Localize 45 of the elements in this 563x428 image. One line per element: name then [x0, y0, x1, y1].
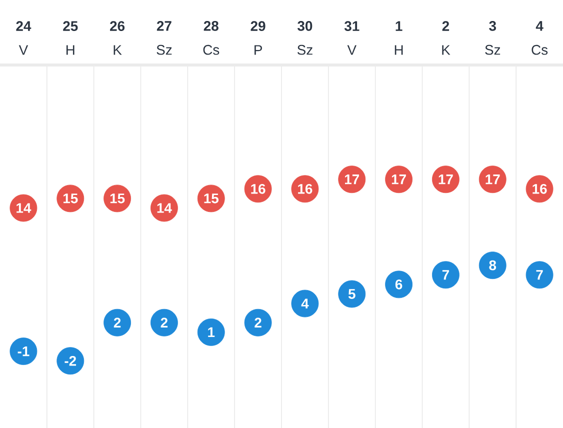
x-tick-label: 28 Cs	[203, 21, 220, 55]
data-label: 17	[438, 174, 453, 184]
point	[385, 270, 412, 298]
x-tick-label: 25 H	[63, 21, 78, 55]
data-label: 2	[160, 318, 168, 328]
x-tick-label: 30 Sz	[297, 21, 312, 55]
point	[244, 308, 272, 336]
data-label: 1	[208, 327, 215, 337]
point	[338, 280, 366, 308]
point	[150, 308, 178, 336]
x-tick-label: 29 P	[250, 21, 266, 55]
x-tick-label: 26 K	[110, 21, 125, 55]
data-label: 17	[486, 174, 500, 184]
data-label: 7	[536, 270, 543, 280]
data-label: 4	[301, 298, 309, 308]
data-label: 14	[16, 203, 32, 213]
data-label: 17	[392, 174, 406, 184]
data-label: 16	[532, 184, 547, 194]
data-label: 15	[63, 194, 78, 204]
data-label: 2	[114, 318, 121, 328]
x-tick-label: 31 V	[344, 21, 360, 55]
data-label: 15	[110, 194, 125, 204]
point	[197, 318, 225, 346]
data-label: 16	[251, 184, 266, 194]
data-label: 7	[442, 270, 449, 280]
x-tick-label: 2 K	[442, 21, 450, 55]
x-tick-label: 27 Sz	[156, 21, 172, 55]
x-tick-label: 1 H	[394, 21, 403, 55]
data-label: 6	[395, 279, 402, 290]
data-label: 5	[348, 289, 356, 299]
point	[104, 308, 131, 336]
data-label: 8	[489, 260, 496, 270]
point	[526, 261, 554, 289]
point	[432, 261, 460, 289]
data-label: 16	[298, 184, 312, 194]
data-label: 15	[204, 194, 218, 204]
data-label: 17	[344, 174, 360, 184]
data-label: -2	[64, 356, 76, 366]
x-tick-label: 4 Cs	[532, 21, 548, 55]
x-tick-label: 3 Sz	[485, 21, 500, 55]
data-label: 14	[157, 203, 172, 213]
point	[478, 252, 506, 280]
data-label: -1	[18, 346, 30, 356]
data-label: 2	[254, 318, 262, 328]
x-tick-label: 24 V	[16, 21, 32, 55]
